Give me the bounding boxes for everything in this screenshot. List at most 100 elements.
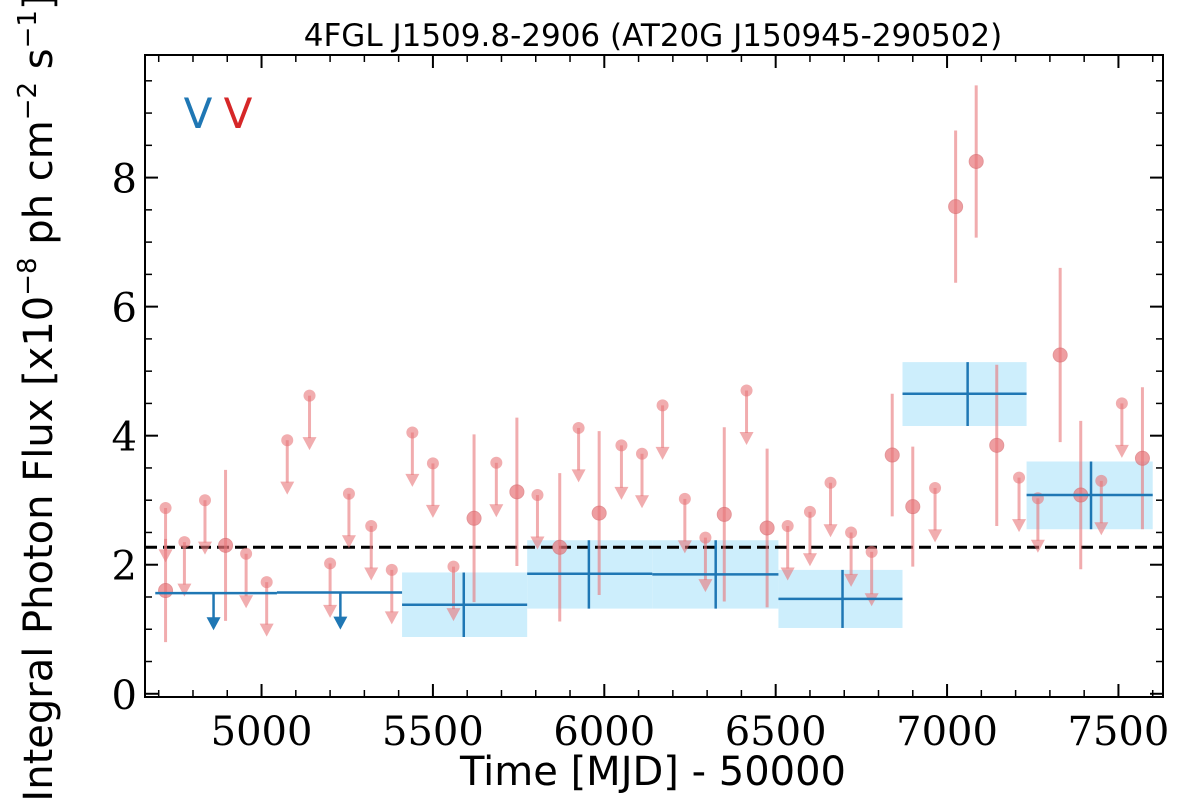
short-bin-upper-limit-arrow	[1030, 539, 1045, 553]
plot-frame	[144, 54, 1164, 698]
short-bin-upper-limit-arrow	[1114, 444, 1129, 458]
short-bin-upper-limit-point	[198, 494, 211, 507]
short-bin-upper-limit-arrow	[780, 567, 795, 581]
short-bin-upper-limit-point	[260, 576, 273, 589]
short-bin-point	[905, 499, 921, 515]
short-bin-upper-limit-arrow	[302, 437, 317, 451]
short-bin-upper-limit-arrow	[635, 495, 650, 509]
short-bin-upper-limit-point	[342, 487, 355, 500]
short-bin-upper-limit-point	[1013, 471, 1026, 484]
axis-ticks	[145, 55, 1163, 697]
short-bin-point	[716, 506, 732, 522]
x-tick-label: 7500	[1068, 709, 1170, 755]
short-bin-upper-limit-arrow	[530, 536, 545, 550]
short-bin-upper-limit-point	[845, 526, 858, 539]
short-bin-upper-limit-arrow	[384, 611, 399, 625]
short-bin-upper-limit-arrow	[425, 504, 440, 518]
short-bin-upper-limit-arrow	[1094, 522, 1109, 536]
short-bin-series	[158, 85, 1150, 643]
short-bin-upper-limit-point	[678, 492, 691, 505]
short-bin-upper-limit-arrow	[446, 608, 461, 622]
short-bin-upper-limit-arrow	[823, 524, 838, 538]
short-bin-upper-limit-arrow	[341, 535, 356, 549]
short-bin-upper-limit-point	[426, 457, 439, 470]
short-bin-upper-limit-arrow	[405, 473, 420, 487]
short-bin-point	[968, 153, 984, 169]
short-bin-upper-limit-arrow	[197, 541, 212, 555]
short-bin-upper-limit-point	[615, 439, 628, 452]
short-bin-upper-limit-point	[324, 557, 337, 570]
x-tick-label: 6500	[725, 709, 827, 755]
short-bin-point	[552, 539, 568, 555]
y-tick-label: 8	[112, 157, 137, 203]
short-bin-upper-limit-point	[240, 547, 253, 560]
x-tick-label: 5000	[211, 709, 313, 755]
short-bin-upper-limit-point	[572, 421, 585, 434]
y-tick-label: 4	[112, 415, 137, 461]
y-tick-label: 2	[112, 544, 137, 590]
short-bin-upper-limit-point	[636, 447, 649, 460]
short-bin-upper-limit-point	[929, 481, 942, 494]
short-bin-upper-limit-point	[159, 501, 172, 514]
short-bin-point	[466, 510, 482, 526]
short-bin-point	[1052, 347, 1068, 363]
short-bin-upper-limit-arrow	[489, 504, 504, 518]
short-bin-upper-limit-arrow	[280, 481, 295, 495]
long-bin-upper-limit-arrow	[206, 617, 221, 631]
short-bin-upper-limit-arrow	[571, 469, 586, 483]
x-tick-label: 6000	[553, 709, 655, 755]
short-bin-upper-limit-arrow	[844, 573, 859, 587]
corner-label: V	[184, 89, 213, 138]
short-bin-upper-limit-arrow	[802, 553, 817, 567]
short-bin-upper-limit-point	[865, 545, 878, 558]
short-bin-upper-limit-point	[1095, 474, 1108, 487]
corner-label: V	[224, 89, 253, 138]
short-bin-upper-limit-arrow	[239, 595, 254, 609]
short-bin-upper-limit-point	[447, 560, 460, 573]
x-tick-labels: 5000 5500 6000 6500 7000 7500	[211, 709, 1170, 755]
short-bin-upper-limit-point	[803, 505, 816, 518]
short-bin-upper-limit-point	[1115, 397, 1128, 410]
short-bin-upper-limit-arrow	[655, 446, 670, 460]
short-bin-upper-limit-arrow	[698, 579, 713, 593]
y-tick-label: 6	[112, 286, 137, 332]
short-bin-upper-limit-point	[740, 384, 753, 397]
short-bin-point	[759, 520, 775, 536]
short-bin-upper-limit-arrow	[177, 583, 192, 597]
short-bin-upper-limit-point	[178, 536, 191, 549]
short-bin-point	[989, 437, 1005, 453]
short-bin-upper-limit-point	[824, 476, 837, 489]
short-bin-upper-limit-arrow	[928, 529, 943, 543]
short-bin-point	[509, 484, 525, 500]
short-bin-upper-limit-point	[406, 426, 419, 439]
chart-title: 4FGL J1509.8-2906 (AT20G J150945-290502)	[304, 18, 1003, 54]
y-tick-label: 0	[112, 673, 137, 719]
short-bin-point	[884, 447, 900, 463]
short-bin-upper-limit-point	[490, 456, 503, 469]
short-bin-upper-limit-arrow	[364, 567, 379, 581]
short-bin-upper-limit-point	[303, 389, 316, 402]
x-tick-label: 7000	[896, 709, 998, 755]
short-bin-upper-limit-point	[699, 531, 712, 544]
short-bin-upper-limit-arrow	[259, 623, 274, 637]
y-tick-labels: 0 2 4 6 8	[112, 157, 137, 719]
short-bin-upper-limit-point	[531, 489, 544, 502]
short-bin-upper-limit-arrow	[614, 486, 629, 500]
short-bin-upper-limit-arrow	[323, 604, 338, 618]
short-bin-upper-limit-point	[656, 399, 669, 412]
short-bin-upper-limit-arrow	[677, 540, 692, 554]
short-bin-upper-limit-point	[781, 520, 794, 533]
short-bin-point	[218, 537, 234, 553]
long-bin-series	[155, 362, 1153, 637]
short-bin-point	[158, 583, 174, 599]
x-axis-label: Time [MJD] - 50000	[459, 749, 846, 795]
y-axis-label: Integral Photon Flux [x10−8 ph cm−2 s−1]	[13, 0, 62, 800]
short-bin-upper-limit-arrow	[739, 431, 754, 445]
short-bin-point	[948, 199, 964, 215]
short-bin-upper-limit-arrow	[1012, 519, 1027, 533]
short-bin-point	[1134, 450, 1150, 466]
x-tick-label: 5500	[382, 709, 484, 755]
short-bin-point	[591, 505, 607, 521]
